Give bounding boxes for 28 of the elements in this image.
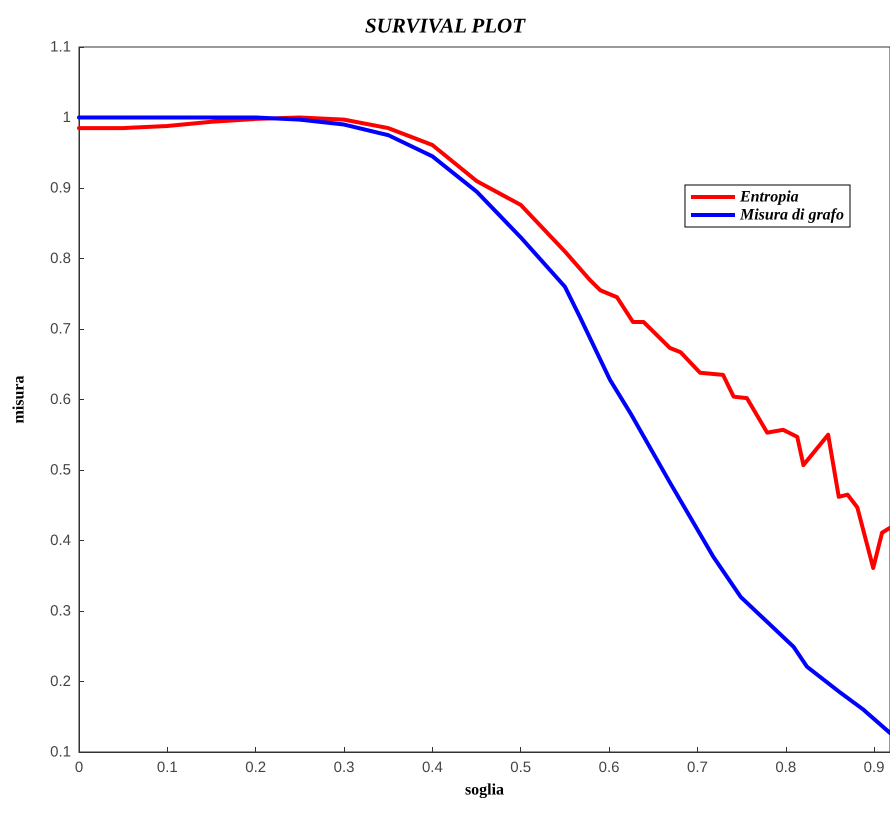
x-tick-label: 0.7 (686, 759, 708, 776)
x-tick-label: 0.3 (334, 759, 354, 776)
y-tick-label: 0.6 (50, 391, 71, 408)
x-tick-label: 0.9 (864, 759, 885, 776)
x-tick-label: 0.5 (510, 759, 532, 776)
legend-label: Entropia (738, 188, 799, 206)
y-tick-label: 1 (62, 109, 71, 126)
chart-title: SURVIVAL PLOT (364, 14, 526, 38)
x-tick-label: 0.2 (245, 759, 266, 776)
legend-label: Misura di grafo (738, 206, 844, 224)
x-tick-label: 0.4 (422, 759, 443, 776)
line-series (77, 116, 890, 570)
y-tick-label: 1.1 (50, 38, 71, 56)
y-tick-label: 0.5 (50, 462, 71, 478)
y-axis-title: misura (10, 376, 28, 424)
line-series (77, 116, 890, 735)
x-axis-title: soglia (464, 782, 504, 798)
x-tick-label: 0.8 (775, 759, 796, 776)
y-tick-label: 0.3 (50, 602, 71, 620)
y-tick-label: 0.8 (50, 250, 71, 267)
y-tick-label: 0.2 (50, 673, 71, 690)
x-tick-label: 0.6 (598, 759, 620, 776)
y-tick-label: 0.1 (50, 744, 71, 760)
y-tick-label: 0.4 (50, 532, 71, 549)
y-tick-label: 0.9 (50, 180, 71, 196)
x-tick-label: 0 (74, 759, 84, 776)
y-tick-label: 0.7 (50, 320, 71, 338)
x-tick-label: 0.1 (156, 759, 178, 776)
